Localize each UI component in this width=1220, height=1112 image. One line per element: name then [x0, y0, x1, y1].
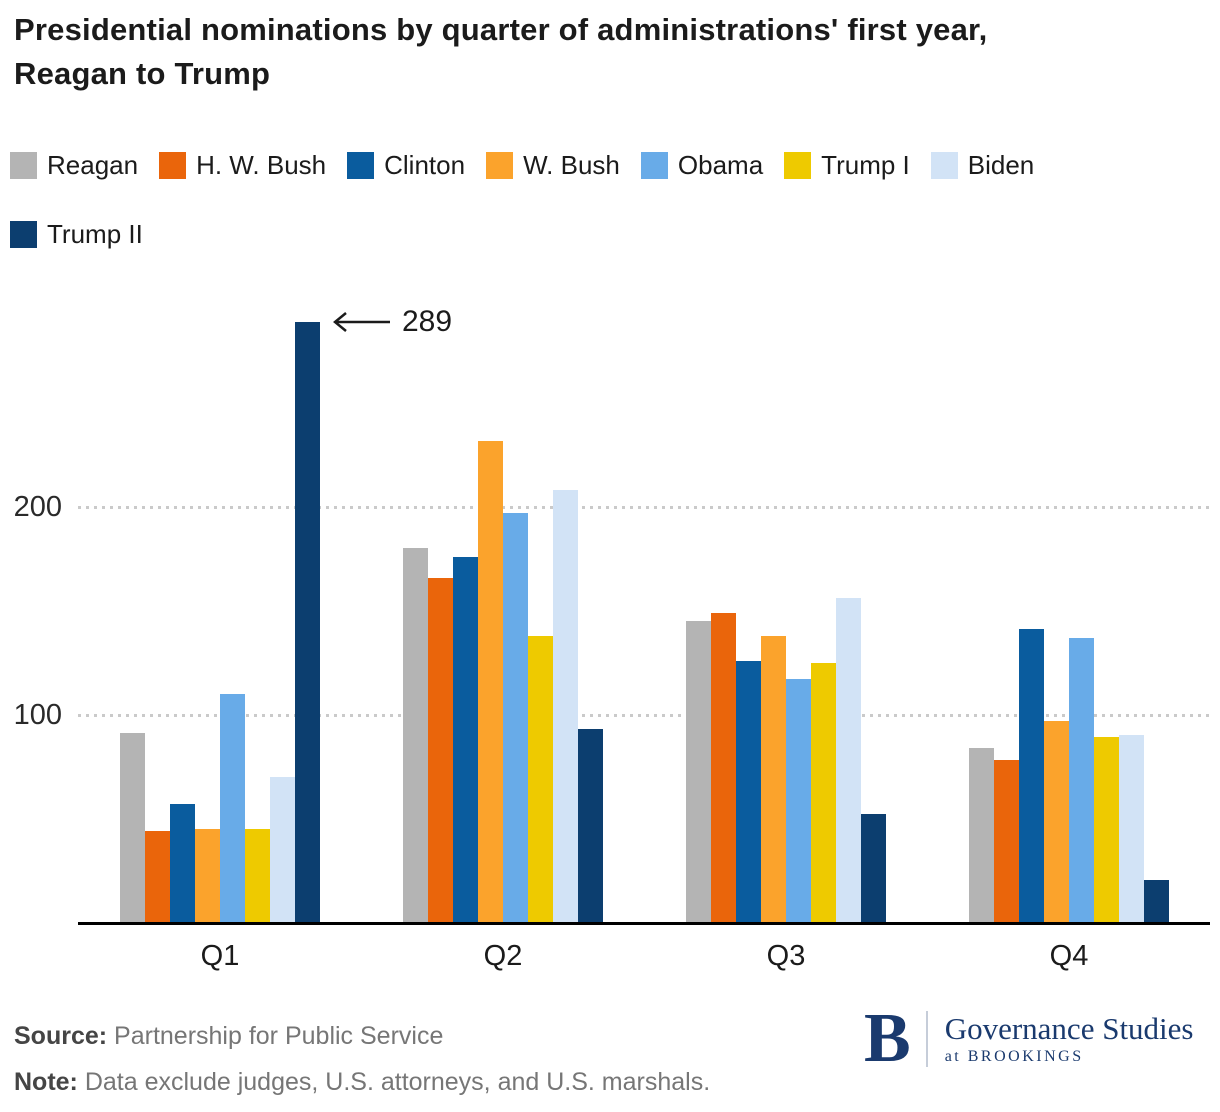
logo-divider [925, 1011, 928, 1067]
bar-h-w-bush-q3 [711, 613, 736, 922]
legend-item-biden: Biden [930, 150, 1035, 181]
legend-swatch-icon [784, 152, 812, 179]
brookings-b-icon: B [864, 1000, 911, 1077]
bar-h-w-bush-q4 [994, 760, 1019, 922]
legend-swatch-icon [640, 152, 668, 179]
bar-clinton-q3 [736, 661, 761, 922]
legend-swatch-icon [159, 152, 187, 179]
bar-w-bush-q2 [478, 441, 503, 922]
bar-trump-i-q1 [245, 829, 270, 922]
bar-trump-i-q2 [528, 636, 553, 922]
legend-item-trump-i: Trump I [784, 150, 910, 181]
y-tick-label-100: 100 [13, 699, 62, 731]
bar-clinton-q4 [1019, 629, 1044, 922]
legend-label: Reagan [47, 150, 139, 180]
bar-trump-ii-q4 [1144, 880, 1169, 922]
legend-swatch-icon [486, 152, 514, 179]
legend-item-clinton: Clinton [347, 150, 465, 181]
bar-w-bush-q1 [195, 829, 220, 922]
annotation-value: 289 [402, 305, 453, 338]
x-category-label-q3: Q3 [766, 940, 806, 972]
bar-biden-q2 [553, 490, 578, 922]
legend-label: Obama [677, 150, 764, 180]
x-axis-line [78, 922, 1210, 925]
legend-item-trump-ii: Trump II [10, 219, 143, 250]
bar-h-w-bush-q2 [428, 578, 453, 922]
gridline-100 [78, 714, 1210, 717]
legend-label: Trump I [821, 150, 910, 180]
note-text: Data exclude judges, U.S. attorneys, and… [84, 1068, 711, 1096]
chart-title-line1: Presidential nominations by quarter of a… [14, 12, 988, 47]
bar-reagan-q4 [969, 748, 994, 922]
bar-biden-q3 [836, 598, 861, 922]
logo-governance-studies: Governance Studies [944, 1011, 1194, 1046]
legend-swatch-icon [10, 152, 37, 179]
bar-reagan-q2 [403, 548, 428, 922]
legend-swatch-icon [347, 152, 375, 179]
bar-w-bush-q4 [1044, 721, 1069, 922]
source-line: Source: Partnership for Public Service [14, 1022, 443, 1051]
brookings-logo: B Governance Studies at BROOKINGS [864, 1004, 1194, 1074]
bar-biden-q1 [270, 777, 295, 922]
legend-label: Clinton [384, 150, 466, 180]
source-label: Source: [14, 1022, 108, 1050]
legend-label: W. Bush [523, 150, 620, 180]
legend-item-obama: Obama [640, 150, 764, 181]
bar-trump-ii-q3 [861, 814, 886, 922]
x-category-label-q1: Q1 [200, 940, 240, 972]
legend-label: Trump II [47, 219, 143, 249]
bar-trump-i-q3 [811, 663, 836, 922]
bar-w-bush-q3 [761, 636, 786, 922]
logo-at-brookings: at BROOKINGS [944, 1048, 1084, 1065]
bar-obama-q1 [220, 694, 245, 922]
bar-obama-q4 [1069, 638, 1094, 922]
x-category-label-q2: Q2 [483, 940, 523, 972]
bar-reagan-q1 [120, 733, 145, 922]
legend: Reagan H. W. Bush Clinton W. Bush Obama Trump… [10, 150, 1170, 250]
bar-obama-q3 [786, 679, 811, 922]
bar-clinton-q2 [453, 557, 478, 922]
y-tick-label-200: 200 [13, 491, 62, 523]
note-line: Note: Data exclude judges, U.S. attorney… [14, 1068, 710, 1097]
legend-label: Biden [967, 150, 1035, 180]
note-label: Note: [14, 1068, 78, 1096]
source-text: Partnership for Public Service [114, 1022, 444, 1050]
logo-text: Governance Studies at BROOKINGS [945, 1012, 1194, 1066]
chart-title-line2: Reagan to Trump [14, 56, 271, 91]
legend-item-reagan: Reagan [10, 150, 138, 181]
x-category-label-q4: Q4 [1049, 940, 1089, 972]
bar-obama-q2 [503, 513, 528, 922]
legend-label: H. W. Bush [196, 150, 327, 180]
legend-swatch-icon [930, 152, 958, 179]
legend-item-h-w-bush: H. W. Bush [159, 150, 326, 181]
annotation-289: 289 [330, 305, 453, 338]
bar-biden-q4 [1119, 735, 1144, 922]
bar-trump-ii-q1 [295, 322, 320, 922]
chart-title: Presidential nominations by quarter of a… [14, 8, 1204, 96]
bar-clinton-q1 [170, 804, 195, 922]
bar-reagan-q3 [686, 621, 711, 922]
bar-trump-i-q4 [1094, 737, 1119, 922]
legend-swatch-icon [10, 221, 37, 248]
bar-trump-ii-q2 [578, 729, 603, 922]
legend-item-w-bush: W. Bush [486, 150, 620, 181]
left-arrow-icon [333, 312, 390, 332]
gridline-200 [78, 506, 1210, 509]
bar-h-w-bush-q1 [145, 831, 170, 922]
